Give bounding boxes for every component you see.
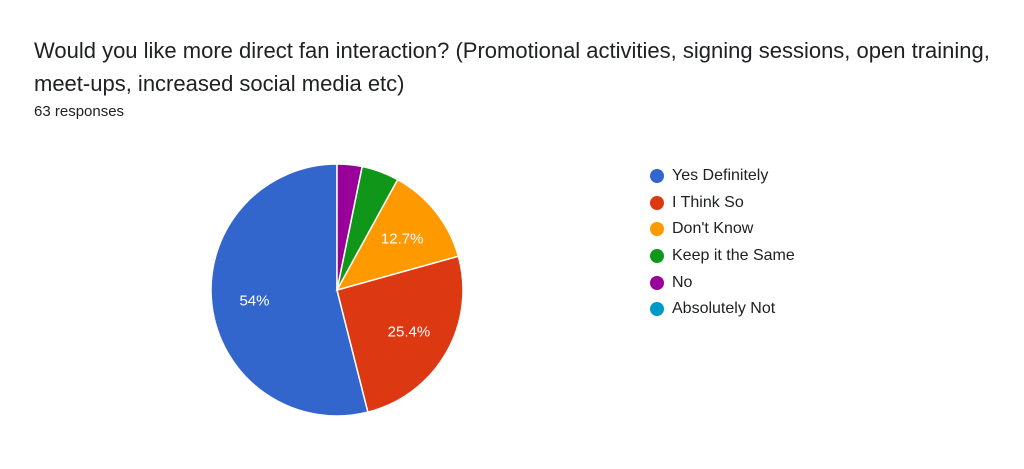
- legend-item-i-think-so: I Think So: [650, 190, 795, 217]
- legend-label: I Think So: [672, 193, 744, 211]
- pie-slice-no: [336, 163, 364, 291]
- legend-label: Yes Definitely: [672, 167, 769, 185]
- pie-slice-yes-definitely: [210, 163, 369, 417]
- legend-swatch-icon: [650, 302, 664, 317]
- legend-item-yes-definitely: Yes Definitely: [650, 163, 795, 190]
- legend-swatch-icon: [650, 169, 664, 184]
- chart-legend: Yes Definitely I Think So Don't Know Keep i…: [650, 163, 795, 323]
- response-count: 63 responses: [34, 103, 125, 120]
- question-title: Would you like more direct fan interacti…: [34, 38, 990, 96]
- legend-item-absolutely-not: Absolutely Not: [650, 296, 795, 323]
- pie-slice-i-think-so: [336, 255, 464, 414]
- legend-label: No: [672, 273, 693, 291]
- legend-item-keep-it-the-same: Keep it the Same: [650, 243, 795, 270]
- slice-label-yes-definitely: 54%: [239, 292, 269, 309]
- legend-swatch-icon: [650, 222, 664, 237]
- pie-slice-don-t-know: [335, 178, 460, 292]
- legend-item-no: No: [650, 269, 795, 296]
- legend-item-don-t-know: Don't Know: [650, 216, 795, 243]
- slice-label-i-think-so: 25.4%: [388, 324, 431, 341]
- legend-swatch-icon: [650, 249, 664, 264]
- legend-label: Absolutely Not: [672, 300, 776, 318]
- legend-label: Keep it the Same: [672, 247, 795, 265]
- slice-label-don-t-know: 12.7%: [381, 230, 424, 247]
- legend-label: Don't Know: [672, 220, 754, 238]
- legend-swatch-icon: [650, 275, 664, 290]
- legend-swatch-icon: [650, 195, 664, 210]
